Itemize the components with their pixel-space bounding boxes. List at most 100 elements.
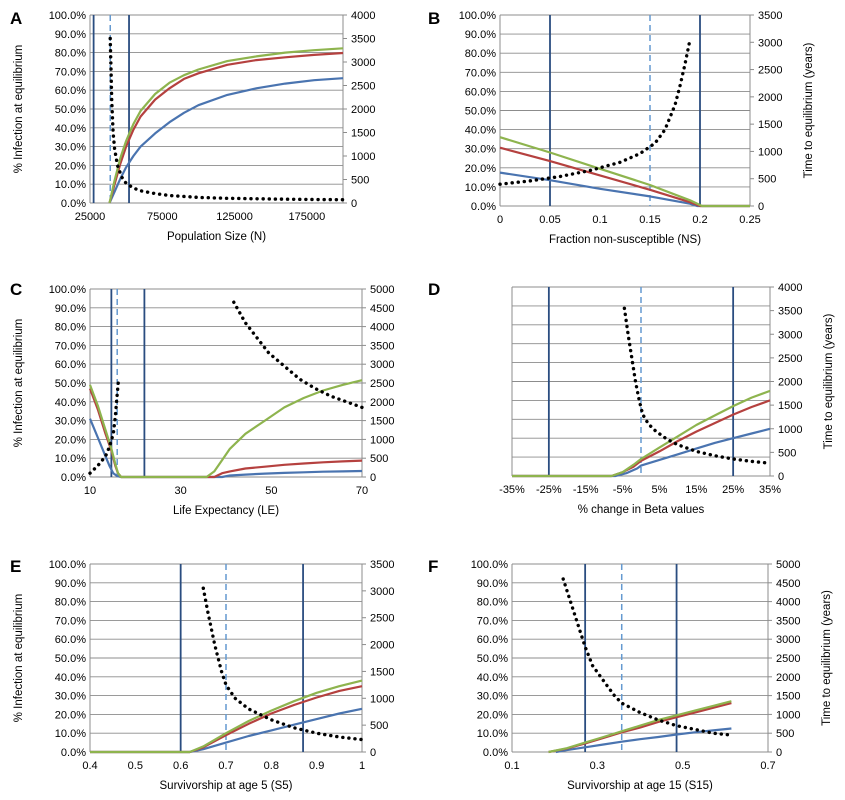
y2-tick-label: 1500 <box>370 666 394 678</box>
y-tick-label: 60.0% <box>465 86 496 98</box>
y-tick-label: 20.0% <box>465 163 496 175</box>
y2-axis-label: Time to equilibrium (years) <box>821 590 833 726</box>
x-tick-label: 0.1 <box>504 760 519 772</box>
y-tick-label: 0.0% <box>61 472 86 484</box>
y-tick-label: 50.0% <box>477 653 508 665</box>
y-tick-label: 40.0% <box>55 672 86 684</box>
y-tick-label: 100.0% <box>49 559 87 571</box>
x-tick-label: 0.05 <box>539 214 560 226</box>
x-tick-label: 25000 <box>75 211 106 223</box>
x-tick-label: 15% <box>685 484 707 496</box>
y-tick-label: 20.0% <box>55 434 86 446</box>
y-tick-label: 50.0% <box>55 378 86 390</box>
y2-tick-label: 1500 <box>351 128 375 140</box>
x-axis-label: % change in Beta values <box>578 504 705 516</box>
y-tick-label: 20.0% <box>55 160 86 172</box>
x-tick-label: 0.5 <box>128 760 143 772</box>
y-axis-label: % Infection at equilibrium <box>13 319 25 447</box>
y-tick-label: 40.0% <box>477 672 508 684</box>
y2-axis-label: Time to equilibrium (years) <box>803 42 815 178</box>
y-tick-label: 50.0% <box>55 653 86 665</box>
y2-tick-label: 500 <box>758 174 776 186</box>
y2-tick-label: 5000 <box>776 559 800 571</box>
x-axis-label: Population Size (N) <box>167 231 266 243</box>
y-tick-label: 40.0% <box>55 397 86 409</box>
x-tick-label: 35% <box>759 484 781 496</box>
x-axis-label: Survivorship at age 15 (S15) <box>567 780 713 792</box>
x-tick-label: 0.9 <box>309 760 324 772</box>
y2-tick-label: 1500 <box>776 691 800 703</box>
x-axis-label: Survivorship at age 5 (S5) <box>160 780 293 792</box>
panel-e: E 0.0% 10.0% 20.0% 30.0% 40.0% 50.0% 60.0% 70.0%… <box>10 557 394 792</box>
series-line-green <box>88 379 363 479</box>
y2-tick-label: 0 <box>370 472 376 484</box>
y-tick-label: 60.0% <box>55 359 86 371</box>
y2-tick-label: 500 <box>351 175 369 187</box>
x-tick-label: 1 <box>359 760 365 772</box>
y2-tick-label: 4000 <box>351 10 375 22</box>
panel-letter-a: A <box>10 9 22 28</box>
x-tick-label: 0.1 <box>592 214 607 226</box>
y-tick-label: 0.0% <box>61 747 86 759</box>
x-tick-label: 50 <box>265 485 277 497</box>
y-tick-label: 10.0% <box>465 182 496 194</box>
panel-letter-f: F <box>428 557 438 576</box>
series-line-blue <box>512 427 771 478</box>
x-tick-label: 10 <box>84 485 96 497</box>
y-tick-label: 80.0% <box>55 322 86 334</box>
y2-tick-label: 1000 <box>758 146 782 158</box>
y2-tick-label: 1500 <box>758 119 782 131</box>
panel-a: A 0.0% 10.0% 20.0% 30.0% 40.0% 50.0% 60.0% 70.0%… <box>10 9 375 243</box>
y-tick-label: 90.0% <box>465 29 496 41</box>
series-line-red <box>108 51 344 204</box>
y2-tick-label: 1000 <box>778 424 802 436</box>
y-tick-label: 100.0% <box>49 10 87 22</box>
y-axis-label: % Infection at equilibrium <box>13 594 25 722</box>
y-tick-label: 70.0% <box>465 67 496 79</box>
y-tick-label: 40.0% <box>465 125 496 137</box>
y-tick-label: 30.0% <box>55 416 86 428</box>
x-tick-label: 0.8 <box>264 760 279 772</box>
y2-tick-label: 500 <box>370 720 388 732</box>
y2-tick-label: 3000 <box>351 57 375 69</box>
panel-b: B 0.0% 10.0% 20.0% 30.0% 40.0% 50.0% 60.0% 70.0%… <box>428 9 815 246</box>
series-line-green <box>499 136 750 208</box>
y2-tick-label: 3000 <box>758 37 782 49</box>
time-to-equilibrium-dotted-line <box>622 306 772 465</box>
y2-tick-label: 1500 <box>370 416 394 428</box>
y-tick-label: 10.0% <box>55 728 86 740</box>
y2-tick-label: 2000 <box>370 397 394 409</box>
series-line-blue <box>555 727 732 754</box>
time-to-equilibrium-dotted-line <box>232 300 364 410</box>
time-to-equilibrium-dotted-line <box>561 577 734 737</box>
panel-c: C 0.0% 10.0% 20.0% 30.0% 40.0% 50.0% 60.0% 70.0%… <box>10 280 394 517</box>
y2-tick-label: 3500 <box>351 34 375 46</box>
x-tick-label: 0 <box>497 214 503 226</box>
y2-tick-label: 3000 <box>778 329 802 341</box>
y-tick-label: 50.0% <box>465 106 496 118</box>
x-axis-label: Life Expectancy (LE) <box>173 505 279 517</box>
y-tick-label: 30.0% <box>465 144 496 156</box>
y-tick-label: 100.0% <box>459 10 497 22</box>
y-tick-label: 60.0% <box>477 634 508 646</box>
time-to-equilibrium-dotted-line <box>498 37 692 186</box>
y2-tick-label: 0 <box>351 198 357 210</box>
x-tick-label: 0.2 <box>692 214 707 226</box>
y-tick-label: 100.0% <box>471 559 509 571</box>
y2-tick-label: 2000 <box>778 377 802 389</box>
panel-d: D 0 500 1000 1500 2000 2500 3000 3500 4000 -35% -25… <box>428 280 835 516</box>
y-tick-label: 80.0% <box>55 597 86 609</box>
y-tick-label: 30.0% <box>477 691 508 703</box>
y2-tick-label: 3500 <box>370 559 394 571</box>
x-tick-label: 0.5 <box>675 760 690 772</box>
x-tick-label: 0.7 <box>218 760 233 772</box>
panel-letter-c: C <box>10 280 22 299</box>
y2-tick-label: 3500 <box>370 340 394 352</box>
y2-tick-label: 1000 <box>776 709 800 721</box>
y-tick-label: 100.0% <box>49 284 87 296</box>
x-tick-label: 0.15 <box>639 214 660 226</box>
panel-letter-e: E <box>10 557 21 576</box>
x-tick-label: 25% <box>722 484 744 496</box>
y2-tick-label: 2000 <box>758 92 782 104</box>
